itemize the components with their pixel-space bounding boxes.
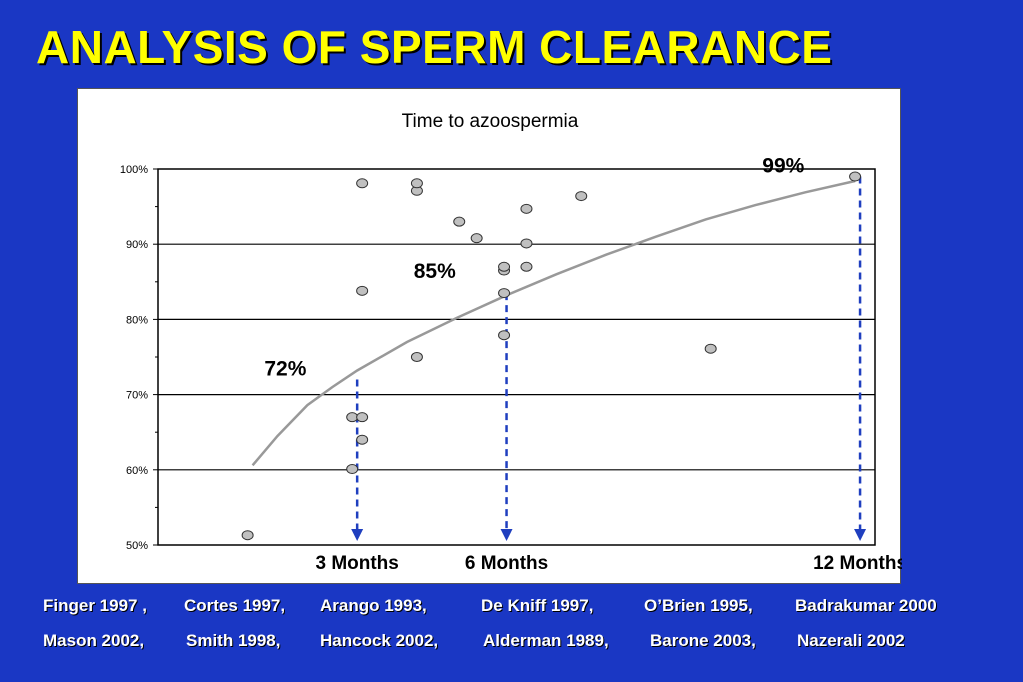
y-tick-label: 70% xyxy=(126,390,148,402)
arrow-head xyxy=(351,529,364,541)
annotation-label: 85% xyxy=(414,260,456,283)
data-point xyxy=(453,216,466,227)
trend-curve xyxy=(251,179,856,467)
data-point xyxy=(470,233,483,244)
plot-area: 50% 60% 70% 80% 90% 100% 72% 3 Months 85% 6 Month… xyxy=(120,155,902,574)
data-point xyxy=(849,171,862,182)
data-point xyxy=(346,412,359,423)
data-point xyxy=(410,178,423,189)
annotation-label: 99% xyxy=(762,155,804,178)
y-tick-label: 60% xyxy=(126,465,148,477)
data-point xyxy=(356,434,369,445)
data-point xyxy=(575,191,588,202)
data-point xyxy=(520,261,533,272)
data-point xyxy=(346,464,359,475)
chart-svg: Time to azoospermia 50% 60% 70% 80% 90% 100% 7… xyxy=(120,111,902,574)
data-point xyxy=(356,178,369,189)
x-month-label: 6 Months xyxy=(465,553,548,574)
arrow-head xyxy=(854,529,867,541)
reference-item: Hancock 2002, xyxy=(320,631,439,650)
reference-item: De Kniff 1997, xyxy=(481,596,594,615)
reference-item: Arango 1993, xyxy=(320,596,427,615)
data-point xyxy=(704,343,717,354)
chart-panel: Time to azoospermia 50% 60% 70% 80% 90% 100% 7… xyxy=(77,88,902,584)
data-point xyxy=(520,203,533,214)
data-point xyxy=(498,261,511,272)
reference-item: Smith 1998, xyxy=(186,631,281,650)
y-tick-label: 50% xyxy=(126,540,148,552)
y-tick-label: 90% xyxy=(126,239,148,251)
chart-title: Time to azoospermia xyxy=(402,111,579,132)
reference-item: Barone 2003, xyxy=(650,631,756,650)
slide-title: ANALYSIS OF SPERM CLEARANCE xyxy=(36,21,833,73)
y-tick-label: 80% xyxy=(126,314,148,326)
data-point xyxy=(241,530,254,541)
reference-item: Mason 2002, xyxy=(43,631,145,650)
annotation-label: 72% xyxy=(264,358,306,381)
reference-item: Finger 1997 , xyxy=(43,596,147,615)
arrow-head xyxy=(500,529,513,541)
reference-item: Badrakumar 2000 xyxy=(795,596,937,615)
reference-item: Cortes 1997, xyxy=(184,596,286,615)
reference-item: Alderman 1989, xyxy=(483,631,609,650)
data-point xyxy=(356,285,369,296)
reference-item: Nazerali 2002 xyxy=(797,631,905,650)
y-tick-label: 100% xyxy=(120,164,148,176)
data-point xyxy=(410,352,423,362)
reference-item: O’Brien 1995, xyxy=(644,596,753,615)
x-month-label: 3 Months xyxy=(315,553,398,574)
data-point xyxy=(356,412,369,423)
data-point xyxy=(520,238,533,249)
data-point xyxy=(498,288,511,299)
x-month-label: 12 Months xyxy=(813,553,902,574)
data-point xyxy=(498,330,511,341)
